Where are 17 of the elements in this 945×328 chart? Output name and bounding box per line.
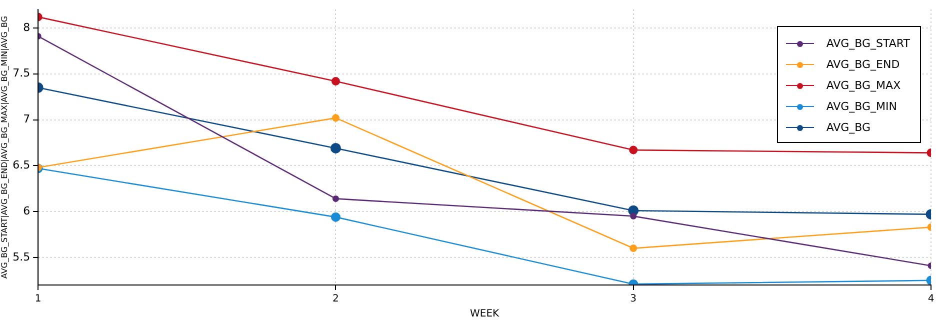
y-axis-title: AVG_BG_START|AVG_BG_END|AVG_BG_MAX|AVG_BG_MIN|AVG_BG <box>0 16 9 279</box>
y-tick-label: 6.5 <box>12 158 30 172</box>
legend-label: AVG_BG_END <box>826 58 900 71</box>
y-tick-label: 7.5 <box>12 66 30 80</box>
y-tick-label: 7 <box>23 112 30 126</box>
legend-label: AVG_BG_MIN <box>826 100 898 113</box>
y-tick-label: 8 <box>23 20 30 34</box>
y-tick-label: 5.5 <box>12 250 30 264</box>
x-tick-label: 2 <box>332 294 339 305</box>
x-tick-label: 4 <box>928 294 934 305</box>
legend-label: AVG_BG <box>826 121 871 134</box>
legend-label: AVG_BG_MAX <box>826 79 901 92</box>
x-axis-title: WEEK <box>470 308 500 320</box>
y-tick-label: 6 <box>23 204 30 218</box>
x-tick-label: 3 <box>630 294 637 305</box>
x-tick-label: 1 <box>34 294 42 305</box>
legend-label: AVG_BG_START <box>826 37 910 50</box>
